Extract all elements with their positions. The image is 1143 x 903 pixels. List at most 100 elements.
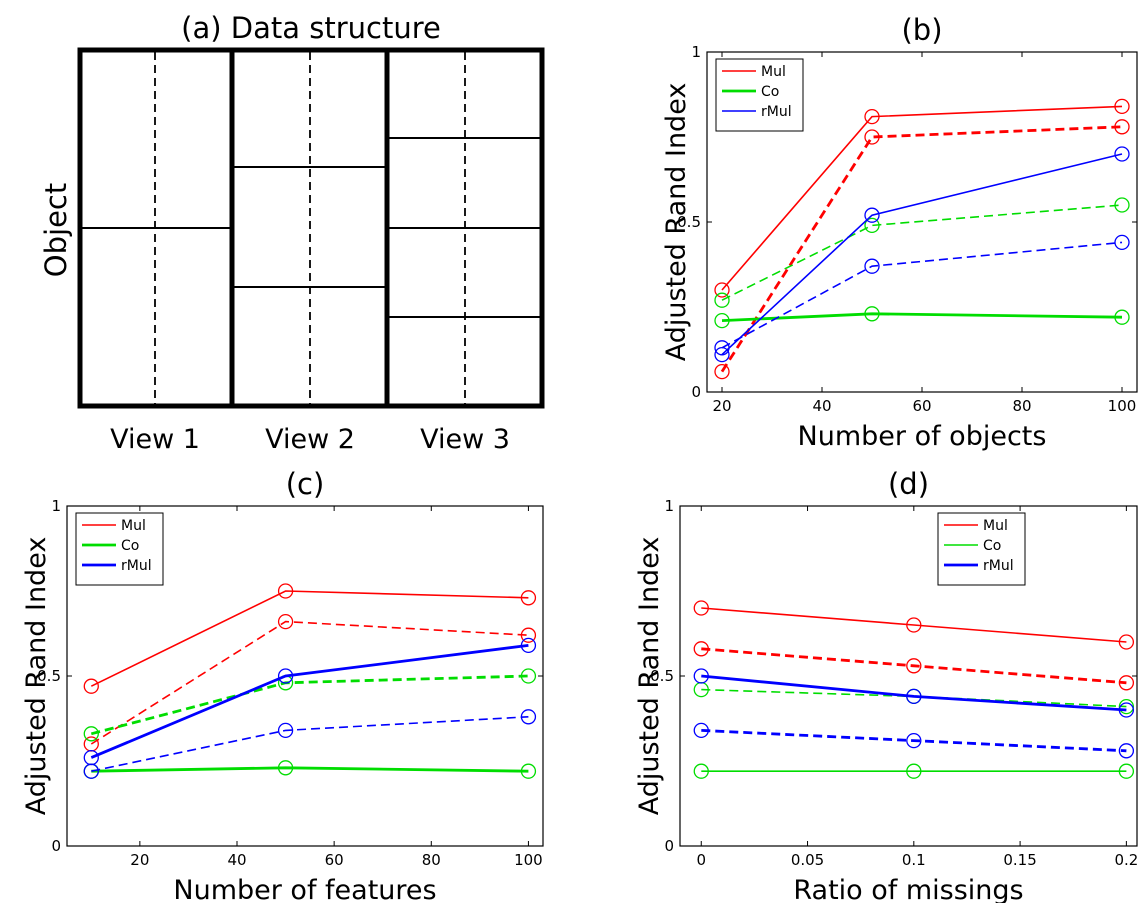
x-tick-label: 80 xyxy=(422,851,441,869)
panel-a: (a) Data structure Object View 1 View 2 … xyxy=(39,11,545,455)
data-point xyxy=(520,627,537,643)
y-tick-label: 0.5 xyxy=(650,667,674,685)
data-point xyxy=(906,763,922,779)
legend-label: rMul xyxy=(983,558,1014,574)
series-line xyxy=(91,716,529,772)
y-tick-label: 1 xyxy=(51,497,61,515)
x-tick-label: 80 xyxy=(1012,397,1031,415)
data-point xyxy=(83,726,99,742)
legend-label: Co xyxy=(983,538,1001,554)
data-point xyxy=(864,217,880,234)
legend-box xyxy=(715,58,804,132)
data-point xyxy=(520,590,537,606)
x-tick-label: 100 xyxy=(514,851,543,869)
data-point xyxy=(693,641,709,657)
y-axis-label: Adjusted Rand Index xyxy=(661,83,692,362)
data-point xyxy=(1114,197,1130,213)
series-line xyxy=(701,729,1127,753)
data-point xyxy=(1118,702,1135,718)
series-line xyxy=(721,105,1123,291)
data-point xyxy=(864,258,880,274)
data-point xyxy=(277,668,294,684)
series-line xyxy=(701,607,1127,643)
view-2-label: View 2 xyxy=(265,424,355,455)
y-tick-label: 0.5 xyxy=(677,213,701,231)
data-point xyxy=(864,129,880,145)
series-line xyxy=(721,241,1123,349)
data-point xyxy=(906,688,922,705)
panel-a-ylabel: Object xyxy=(39,183,73,277)
legend-label: rMul xyxy=(761,104,792,120)
series-line xyxy=(90,620,529,745)
data-point xyxy=(693,600,709,616)
series-line xyxy=(90,590,529,687)
legend-label: Mul xyxy=(983,518,1008,534)
legend-label: Co xyxy=(121,538,139,554)
view-3-label: View 3 xyxy=(420,424,510,455)
y-tick-label: 1 xyxy=(664,497,674,515)
x-tick-label: 20 xyxy=(130,851,149,869)
data-point xyxy=(693,668,709,684)
chart-title: (d) xyxy=(888,467,929,501)
x-tick-label: 100 xyxy=(1108,397,1137,415)
y-tick-label: 0 xyxy=(51,837,61,855)
legend-box xyxy=(937,512,1026,586)
chart-b: (b) Number of objects Adjusted Rand Index 2… xyxy=(661,13,1138,452)
y-tick-label: 0 xyxy=(691,383,701,401)
x-tick-label: 20 xyxy=(712,397,731,415)
data-point xyxy=(1114,98,1130,115)
data-point xyxy=(520,709,537,725)
y-axis-label: Adjusted Rand Index xyxy=(21,537,52,816)
series-line xyxy=(701,674,1127,712)
data-point xyxy=(1118,698,1135,715)
series-line xyxy=(90,644,529,759)
view-1-label: View 1 xyxy=(110,424,200,455)
data-point xyxy=(1114,119,1130,135)
data-point xyxy=(1114,146,1130,162)
legend-box xyxy=(75,512,164,586)
x-tick-label: 0 xyxy=(696,851,706,869)
legend-label: rMul xyxy=(121,558,152,574)
data-point xyxy=(714,282,730,298)
data-point xyxy=(520,763,537,779)
data-point xyxy=(1118,634,1135,650)
data-point xyxy=(1118,743,1135,759)
plot-frame xyxy=(679,505,1138,847)
series-line xyxy=(91,766,529,773)
chart-title: (c) xyxy=(286,467,325,501)
x-tick-label: 0.15 xyxy=(1003,851,1036,869)
data-point xyxy=(1118,763,1135,779)
data-point xyxy=(906,732,922,749)
data-point xyxy=(864,108,880,125)
data-point xyxy=(714,340,730,356)
data-point xyxy=(906,617,922,633)
y-tick-label: 1 xyxy=(691,43,701,61)
data-point xyxy=(1118,675,1135,691)
x-tick-label: 60 xyxy=(912,397,931,415)
series-line xyxy=(720,125,1123,373)
data-point xyxy=(906,658,922,674)
x-tick-label: 60 xyxy=(325,851,344,869)
data-point xyxy=(1114,309,1130,325)
chart-c: (c) Number of features Adjusted Rand Index… xyxy=(21,467,544,903)
data-point xyxy=(277,613,294,630)
legend-label: Mul xyxy=(121,518,146,534)
data-point xyxy=(864,306,880,322)
x-tick-label: 0.2 xyxy=(1114,851,1138,869)
data-point xyxy=(83,763,99,779)
panel-a-title: (a) Data structure xyxy=(181,11,441,45)
data-point xyxy=(277,722,294,739)
data-point xyxy=(1114,234,1130,251)
x-axis-label: Ratio of missings xyxy=(793,875,1023,903)
x-tick-label: 40 xyxy=(812,397,831,415)
data-point xyxy=(83,678,99,694)
legend-label: Mul xyxy=(761,64,786,80)
data-point xyxy=(277,583,294,599)
x-tick-label: 0.05 xyxy=(791,851,824,869)
data-point xyxy=(277,760,294,776)
legend-label: Co xyxy=(761,84,779,100)
y-axis-label: Adjusted Rand Index xyxy=(634,537,665,816)
x-axis-label: Number of features xyxy=(173,875,436,903)
